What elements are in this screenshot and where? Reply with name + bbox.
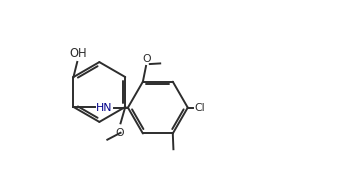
Text: HN: HN — [96, 103, 113, 113]
Text: O: O — [115, 128, 124, 138]
Text: Cl: Cl — [195, 103, 205, 113]
Text: OH: OH — [69, 47, 87, 60]
Text: O: O — [142, 54, 151, 64]
